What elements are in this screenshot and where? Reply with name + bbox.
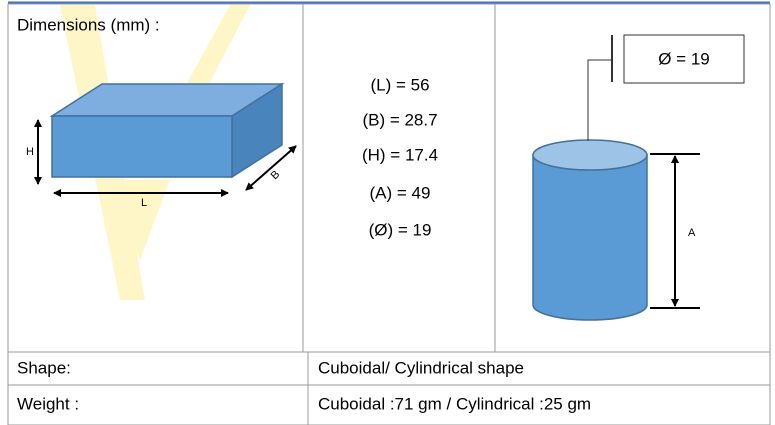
row-label: Weight : (17, 394, 79, 413)
cylinder (532, 139, 648, 321)
row-label: Shape: (17, 358, 71, 377)
row-value: Cuboidal :71 gm / Cylindrical :25 gm (318, 394, 591, 413)
dimension-list: (L) = 56 (B) = 28.7 (H) = 17.4 (A) = 49 … (362, 75, 438, 239)
dimension-value: (H) = 17.4 (362, 145, 438, 164)
dimension-value: (B) = 28.7 (362, 110, 437, 129)
cuboid-b-label: B (269, 168, 283, 182)
dimension-value: (A) = 49 (370, 183, 431, 202)
height-label: A (688, 227, 696, 239)
cuboid (49, 82, 285, 179)
diameter-callout (587, 34, 745, 141)
section-title: Dimensions (mm) : (17, 15, 160, 34)
dimension-value: (Ø) = 19 (369, 220, 432, 239)
table-grid (7, 1, 771, 425)
height-arrow (650, 153, 700, 309)
cuboid-dimension-arrows (34, 119, 297, 197)
diameter-label: Ø = 19 (658, 49, 710, 68)
dimension-value: (L) = 56 (370, 75, 429, 94)
cuboid-h-label: H (26, 146, 34, 158)
cuboid-l-label: L (141, 197, 147, 209)
row-value: Cuboidal/ Cylindrical shape (318, 358, 524, 377)
